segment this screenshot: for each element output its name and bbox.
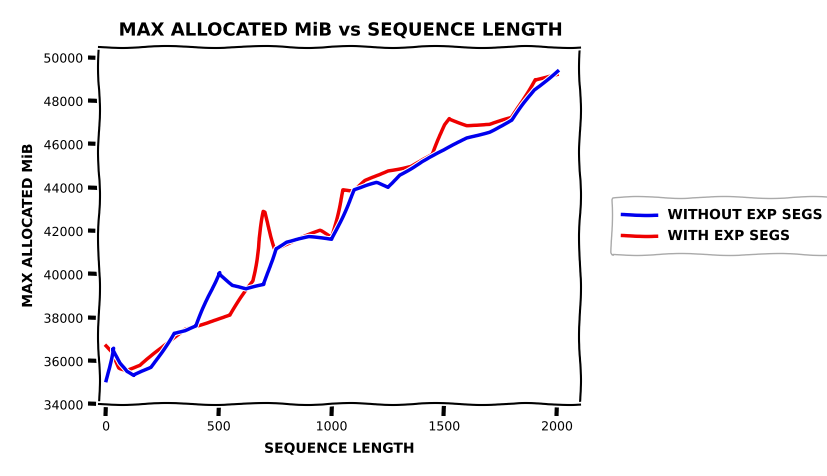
WITH EXP SEGS — [115, 365, 125, 371]
WITHOUT EXP SEGS — [506, 119, 516, 124]
WITHOUT EXP SEGS — [304, 235, 313, 241]
WITH EXP SEGS — [203, 319, 213, 325]
WITHOUT EXP SEGS — [416, 159, 426, 165]
WITHOUT EXP SEGS — [259, 283, 269, 288]
WITH EXP SEGS — [135, 363, 145, 368]
WITH EXP SEGS — [101, 343, 111, 349]
WITHOUT EXP SEGS — [241, 287, 251, 293]
WITH EXP SEGS — [315, 228, 325, 234]
Legend: WITHOUT EXP SEGS, WITH EXP SEGS: WITHOUT EXP SEGS, WITH EXP SEGS — [609, 198, 827, 255]
WITHOUT EXP SEGS — [146, 365, 156, 371]
WITHOUT EXP SEGS — [371, 181, 381, 187]
WITH EXP SEGS — [405, 164, 415, 169]
WITH EXP SEGS — [484, 123, 494, 129]
WITHOUT EXP SEGS — [270, 246, 280, 252]
WITHOUT EXP SEGS — [179, 328, 189, 334]
WITH EXP SEGS — [179, 326, 189, 332]
WITHOUT EXP SEGS — [326, 238, 336, 243]
WITH EXP SEGS — [428, 153, 437, 159]
WITH EXP SEGS — [293, 238, 303, 243]
Line: WITHOUT EXP SEGS: WITHOUT EXP SEGS — [106, 71, 557, 381]
WITHOUT EXP SEGS — [108, 346, 117, 351]
WITH EXP SEGS — [383, 168, 393, 174]
WITHOUT EXP SEGS — [394, 172, 404, 178]
WITH EXP SEGS — [349, 190, 359, 196]
WITHOUT EXP SEGS — [115, 361, 125, 367]
WITH EXP SEGS — [326, 235, 336, 241]
Y-axis label: MAX ALLOCATED MiB: MAX ALLOCATED MiB — [21, 144, 35, 308]
WITHOUT EXP SEGS — [213, 270, 223, 276]
WITH EXP SEGS — [439, 123, 449, 129]
WITHOUT EXP SEGS — [101, 378, 111, 384]
WITHOUT EXP SEGS — [191, 324, 201, 329]
WITH EXP SEGS — [281, 242, 291, 248]
WITH EXP SEGS — [122, 367, 131, 373]
WITHOUT EXP SEGS — [383, 185, 393, 191]
Line: WITH EXP SEGS: WITH EXP SEGS — [106, 76, 557, 370]
WITH EXP SEGS — [552, 73, 562, 79]
WITHOUT EXP SEGS — [529, 88, 539, 94]
WITH EXP SEGS — [270, 246, 280, 252]
WITHOUT EXP SEGS — [349, 188, 359, 193]
WITHOUT EXP SEGS — [439, 149, 449, 154]
WITH EXP SEGS — [337, 188, 347, 193]
WITHOUT EXP SEGS — [122, 369, 131, 375]
WITH EXP SEGS — [461, 123, 471, 129]
WITHOUT EXP SEGS — [281, 239, 291, 245]
WITHOUT EXP SEGS — [484, 129, 494, 135]
WITH EXP SEGS — [225, 313, 235, 319]
WITH EXP SEGS — [157, 346, 167, 351]
WITH EXP SEGS — [506, 116, 516, 122]
WITHOUT EXP SEGS — [128, 374, 138, 379]
WITHOUT EXP SEGS — [227, 283, 237, 288]
WITHOUT EXP SEGS — [169, 330, 179, 336]
WITHOUT EXP SEGS — [552, 69, 562, 74]
WITH EXP SEGS — [360, 179, 370, 185]
Title: MAX ALLOCATED MiB vs SEQUENCE LENGTH: MAX ALLOCATED MiB vs SEQUENCE LENGTH — [118, 22, 560, 40]
WITHOUT EXP SEGS — [461, 136, 471, 141]
WITH EXP SEGS — [108, 350, 117, 356]
WITH EXP SEGS — [443, 116, 453, 122]
WITH EXP SEGS — [529, 77, 539, 83]
X-axis label: SEQUENCE LENGTH: SEQUENCE LENGTH — [264, 442, 414, 456]
WITH EXP SEGS — [259, 209, 269, 215]
WITH EXP SEGS — [247, 278, 257, 284]
